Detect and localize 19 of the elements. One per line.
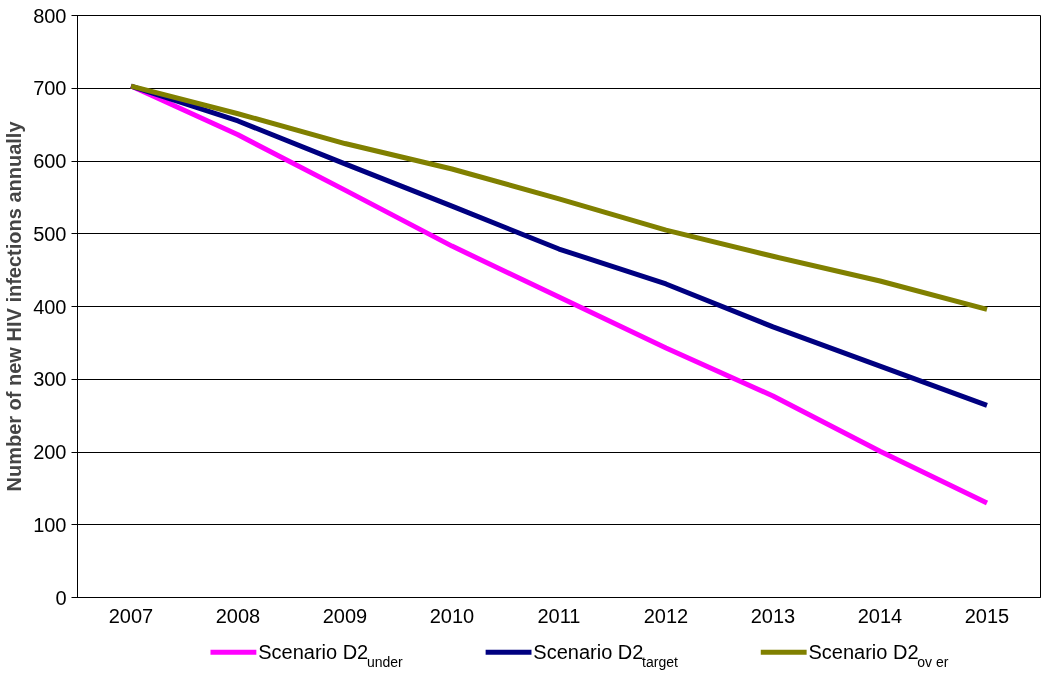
y-tick-label: 300 (33, 368, 67, 391)
y-tick-label: 200 (33, 441, 67, 463)
x-tick-label: 2013 (750, 604, 796, 627)
y-tick-label: 400 (33, 295, 67, 318)
x-tick-label: 2012 (643, 604, 689, 627)
x-tick-label: 2011 (537, 604, 581, 627)
y-tick-label: 500 (33, 222, 67, 245)
y-tick-label: 600 (33, 150, 67, 172)
y-tick-label: 800 (33, 4, 67, 27)
y-tick-label: 100 (33, 513, 67, 536)
x-tick-label: 2007 (108, 604, 154, 627)
y-axis-title: Number of new HIV infections annually (3, 120, 26, 492)
x-tick-label: 2010 (429, 604, 475, 627)
x-tick-label: 2014 (857, 604, 903, 627)
y-tick-label: 0 (55, 586, 67, 609)
x-tick-label: 2015 (964, 604, 1010, 627)
y-tick-label: 700 (33, 77, 67, 100)
x-tick-label: 2009 (322, 604, 368, 627)
x-tick-label: 2008 (215, 604, 261, 627)
